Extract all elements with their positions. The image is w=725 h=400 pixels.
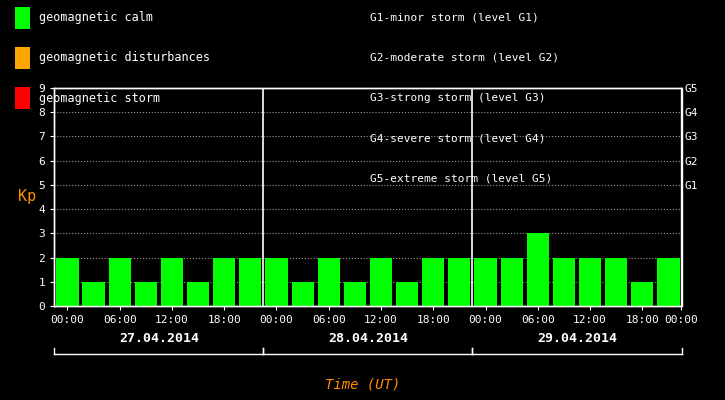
Text: 28.04.2014: 28.04.2014: [328, 332, 408, 344]
Text: geomagnetic storm: geomagnetic storm: [39, 92, 160, 104]
Text: G4-severe storm (level G4): G4-severe storm (level G4): [370, 133, 545, 143]
Bar: [579, 258, 601, 306]
Text: 27.04.2014: 27.04.2014: [119, 332, 199, 344]
Text: G1-minor storm (level G1): G1-minor storm (level G1): [370, 13, 539, 23]
Bar: [605, 258, 627, 306]
Bar: [552, 258, 575, 306]
Text: Time (UT): Time (UT): [325, 377, 400, 391]
Bar: [187, 282, 210, 306]
Bar: [396, 282, 418, 306]
Text: G3-strong storm (level G3): G3-strong storm (level G3): [370, 93, 545, 103]
Bar: [265, 258, 288, 306]
Bar: [631, 282, 653, 306]
Bar: [213, 258, 236, 306]
Bar: [161, 258, 183, 306]
Y-axis label: Kp: Kp: [18, 190, 36, 204]
Bar: [500, 258, 523, 306]
Bar: [474, 258, 497, 306]
Bar: [658, 258, 679, 306]
Bar: [526, 233, 549, 306]
Bar: [57, 258, 78, 306]
Text: G5-extreme storm (level G5): G5-extreme storm (level G5): [370, 173, 552, 183]
Text: 29.04.2014: 29.04.2014: [537, 332, 617, 344]
Bar: [83, 282, 104, 306]
Bar: [422, 258, 444, 306]
Text: G2-moderate storm (level G2): G2-moderate storm (level G2): [370, 53, 559, 63]
Bar: [318, 258, 340, 306]
Bar: [370, 258, 392, 306]
Bar: [291, 282, 314, 306]
Bar: [135, 282, 157, 306]
Bar: [239, 258, 262, 306]
Text: geomagnetic calm: geomagnetic calm: [39, 12, 153, 24]
Text: geomagnetic disturbances: geomagnetic disturbances: [39, 52, 210, 64]
Bar: [448, 258, 471, 306]
Bar: [344, 282, 366, 306]
Bar: [109, 258, 130, 306]
